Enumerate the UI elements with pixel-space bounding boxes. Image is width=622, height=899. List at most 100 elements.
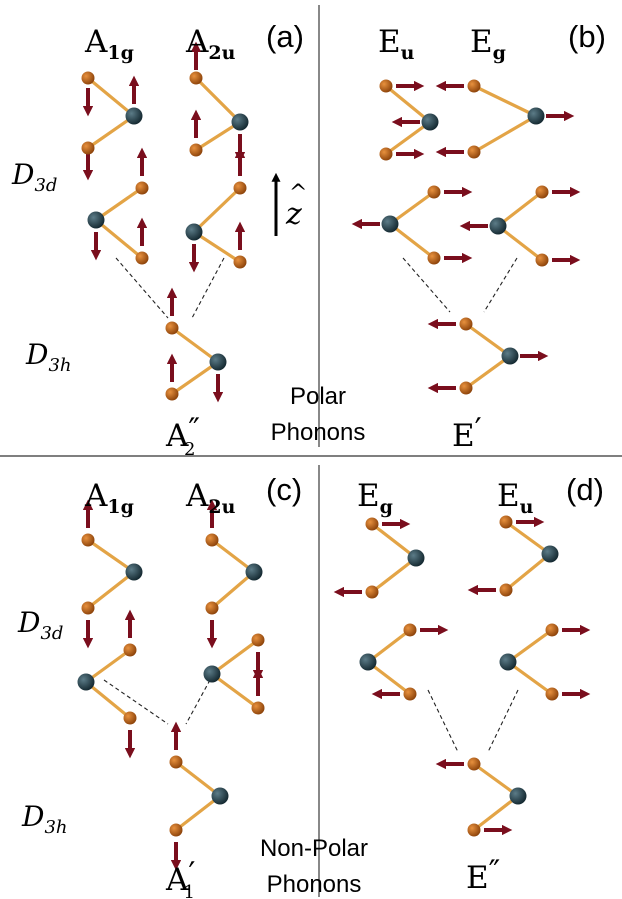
outer-atom: [135, 251, 149, 265]
polar-phonons-caption: Polar Phonons: [271, 383, 366, 446]
group-base: D: [21, 800, 44, 833]
center-atom: [501, 347, 519, 365]
center-atom: [527, 107, 545, 125]
center-atom: [125, 563, 143, 581]
panel-d-tag: (d): [566, 472, 604, 507]
molecule-a2u-top-c: [205, 499, 263, 649]
outer-atom: [169, 823, 183, 837]
mode-base: A: [84, 478, 108, 514]
outer-atom: [123, 643, 137, 657]
bond: [210, 672, 260, 710]
outer-atom: [81, 601, 95, 615]
outer-atom: [403, 623, 417, 637]
group-label-d3h-bottom: D3h: [21, 800, 68, 838]
mode-label-a1g: A1g: [84, 478, 134, 518]
caption-line-1: Polar: [290, 383, 346, 410]
panel-d: (d) Eg Eu E″: [357, 472, 604, 896]
z-axis-hat: ^: [289, 181, 307, 206]
center-atom: [499, 653, 517, 671]
mode-base: E: [378, 24, 401, 60]
outer-atom: [251, 633, 265, 647]
outer-atom: [169, 755, 183, 769]
merged-label-e-double-prime: E″: [466, 854, 500, 896]
merged-prime: ′: [475, 412, 482, 448]
center-atom: [381, 215, 399, 233]
panel-c: (c) A1g A2u D3d D3h A′ 1: [17, 472, 302, 899]
outer-atom: [379, 79, 393, 93]
merged-sub: 1: [183, 882, 194, 899]
bond: [472, 114, 538, 154]
mode-base: E: [357, 478, 380, 514]
caption-line-1: Non-Polar: [260, 835, 368, 862]
molecule-e-prime: [427, 317, 549, 395]
bond: [370, 556, 418, 594]
molecule-a2-double-prime: [165, 287, 227, 403]
outer-atom: [459, 381, 473, 395]
bond: [472, 84, 538, 118]
caption-line-2: Phonons: [267, 871, 362, 898]
bond: [94, 186, 144, 222]
center-atom: [407, 549, 425, 567]
merged-base: A: [165, 418, 189, 454]
mode-sub: g: [493, 42, 506, 64]
group-label-d3d-top: D3d: [11, 158, 57, 196]
outer-atom: [123, 711, 137, 725]
outer-atom: [467, 145, 481, 159]
merged-label-e-prime: E′: [452, 412, 482, 454]
correlation-lines: [103, 257, 519, 753]
bond: [210, 638, 260, 676]
molecule-a2u-bottom-c: [203, 633, 265, 715]
molecule-eg-bottom-d: [359, 623, 449, 701]
center-atom: [125, 107, 143, 125]
bond: [384, 84, 432, 124]
center-atom: [209, 353, 227, 371]
molecules-layer: [77, 41, 591, 871]
mode-sub: g: [380, 496, 393, 518]
outer-atom: [467, 79, 481, 93]
bond: [84, 648, 132, 684]
outer-atom: [205, 601, 219, 615]
outer-atom: [365, 585, 379, 599]
outer-atom: [535, 185, 549, 199]
outer-atom: [467, 757, 481, 771]
center-atom: [77, 673, 95, 691]
bond: [194, 120, 242, 152]
group-sub: 3d: [34, 175, 57, 196]
molecule-eg-top: [435, 79, 575, 159]
bond: [504, 552, 552, 592]
correlation-line-a-left: [115, 257, 169, 319]
merged-base: E: [466, 860, 489, 896]
group-sub: 3h: [48, 355, 71, 376]
merged-base: E: [452, 418, 475, 454]
merged-base: A: [165, 862, 189, 898]
group-label-d3h-top: D3h: [25, 338, 72, 376]
outer-atom: [535, 253, 549, 267]
outer-atom: [251, 701, 265, 715]
panel-a-tag: (a): [266, 19, 304, 54]
center-atom: [359, 653, 377, 671]
outer-atom: [499, 515, 513, 529]
correlation-line-d-left: [427, 689, 459, 753]
mode-base: E: [470, 24, 493, 60]
outer-atom: [165, 387, 179, 401]
correlation-line-d-right: [487, 689, 519, 753]
center-atom: [489, 217, 507, 235]
bond: [472, 762, 520, 798]
non-polar-phonons-caption: Non-Polar Phonons: [260, 835, 368, 898]
mode-base: A: [185, 478, 209, 514]
bond: [170, 326, 220, 364]
mode-base: A: [185, 24, 209, 60]
molecule-eu-bottom-d: [499, 623, 591, 701]
bond: [496, 190, 544, 228]
correlation-line-c-right: [185, 679, 211, 725]
molecule-a1g-top-c: [81, 499, 143, 649]
outer-atom: [165, 321, 179, 335]
outer-atom: [81, 533, 95, 547]
bond: [504, 520, 552, 556]
bond: [210, 538, 256, 574]
bond: [506, 628, 554, 664]
mode-sub: 1g: [107, 496, 134, 518]
center-atom: [231, 113, 249, 131]
bond: [86, 570, 136, 610]
outer-atom: [365, 517, 379, 531]
